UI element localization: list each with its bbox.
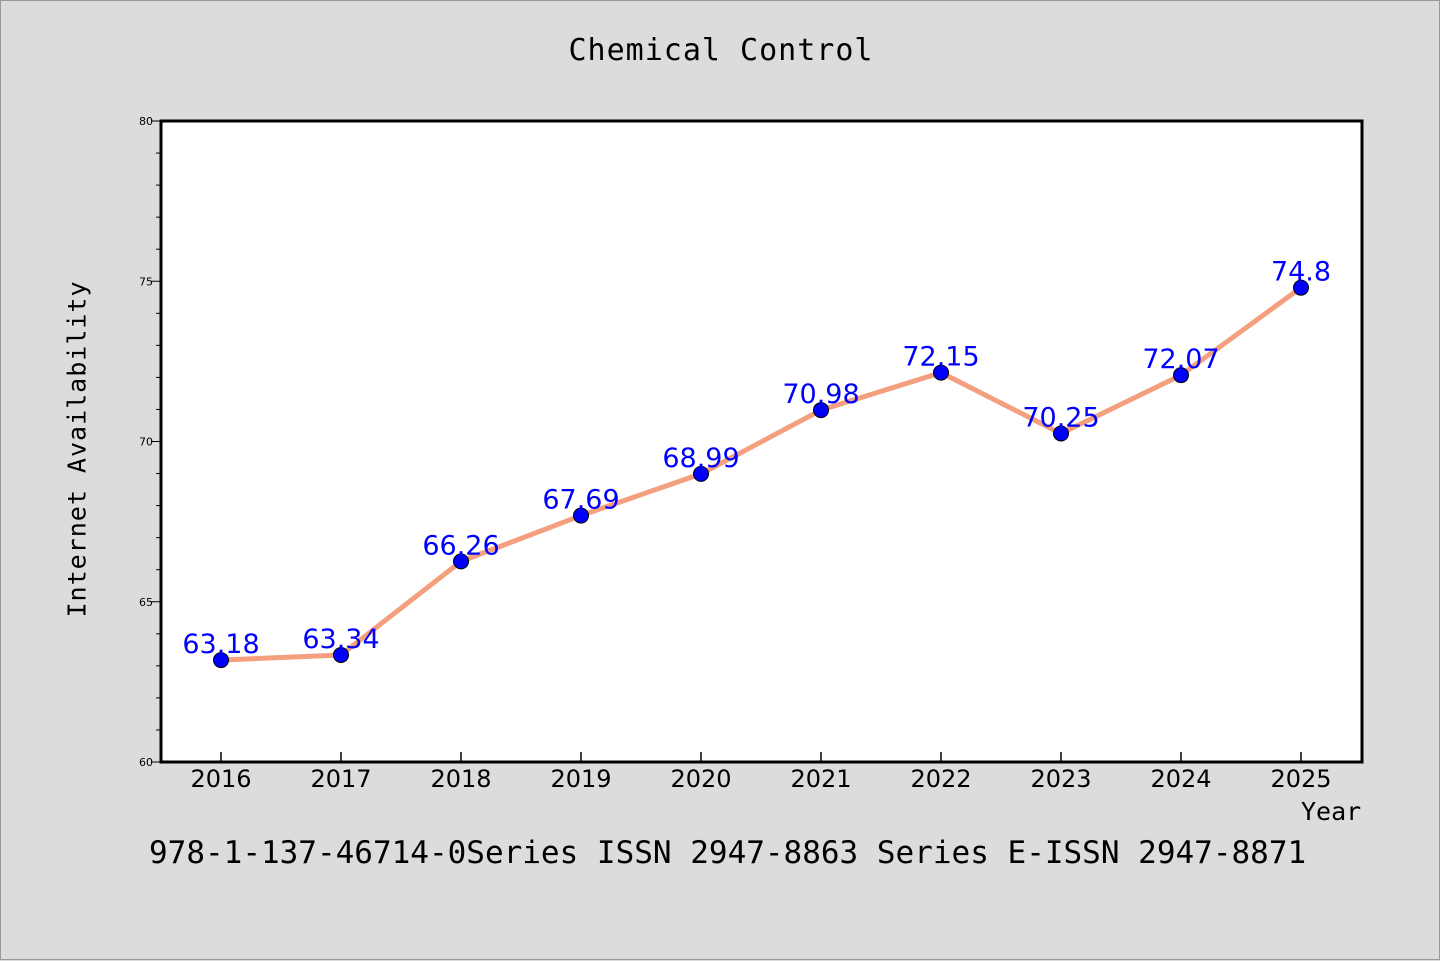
data-label: 68.99 bbox=[662, 443, 739, 474]
series-line bbox=[218, 285, 1304, 663]
series-data-labels: 63.18 63.34 66.26 67.69 68.99 70.98 72.15 70.25… bbox=[182, 257, 1331, 660]
data-point bbox=[333, 646, 349, 663]
y-tick-label: 80 bbox=[139, 115, 153, 128]
data-label: 67.69 bbox=[542, 485, 619, 516]
data-point bbox=[693, 465, 709, 482]
data-point bbox=[933, 364, 949, 381]
data-point bbox=[453, 553, 469, 570]
x-tick-label: 2024 bbox=[1150, 765, 1211, 793]
data-label: 63.18 bbox=[182, 629, 259, 660]
y-tick-label: 60 bbox=[139, 756, 153, 769]
series-lines bbox=[218, 285, 1304, 663]
x-tick-label: 2025 bbox=[1270, 765, 1331, 793]
x-tick-label: 2017 bbox=[310, 765, 371, 793]
data-point bbox=[1293, 279, 1309, 296]
data-label: 70.98 bbox=[782, 379, 859, 410]
data-label: 74.8 bbox=[1271, 257, 1331, 288]
x-tick-label: 2018 bbox=[430, 765, 491, 793]
data-point bbox=[1173, 367, 1189, 384]
data-label: 63.34 bbox=[302, 624, 379, 655]
data-point bbox=[1053, 425, 1069, 442]
y-tick-label: 70 bbox=[139, 436, 153, 449]
data-point bbox=[573, 507, 589, 524]
x-tick-label: 2023 bbox=[1030, 765, 1091, 793]
data-label: 72.07 bbox=[1142, 344, 1219, 375]
y-tick-label: 65 bbox=[139, 596, 153, 609]
x-axis-label: Year bbox=[1301, 797, 1362, 826]
y-axis: 60 65 70 75 80 bbox=[139, 115, 161, 769]
x-tick-label: 2019 bbox=[550, 765, 611, 793]
data-point bbox=[813, 402, 829, 419]
chart-title: Chemical Control bbox=[568, 33, 874, 68]
footer-isbn: 978-1-137-46714-0Series ISSN 2947-8863 S… bbox=[149, 835, 1307, 871]
data-point bbox=[213, 652, 229, 669]
x-tick-label: 2021 bbox=[790, 765, 851, 793]
x-tick-label: 2020 bbox=[670, 765, 731, 793]
x-tick-label: 2016 bbox=[190, 765, 251, 793]
x-axis: 2016 2017 2018 2019 2020 2021 2022 2023 2024 2025 bbox=[190, 752, 1332, 793]
x-tick-label: 2022 bbox=[910, 765, 971, 793]
data-label: 70.25 bbox=[1022, 402, 1099, 433]
data-label: 72.15 bbox=[902, 342, 979, 373]
series-markers bbox=[213, 279, 1309, 669]
y-tick-label: 75 bbox=[139, 275, 153, 288]
data-label: 66.26 bbox=[422, 530, 499, 561]
